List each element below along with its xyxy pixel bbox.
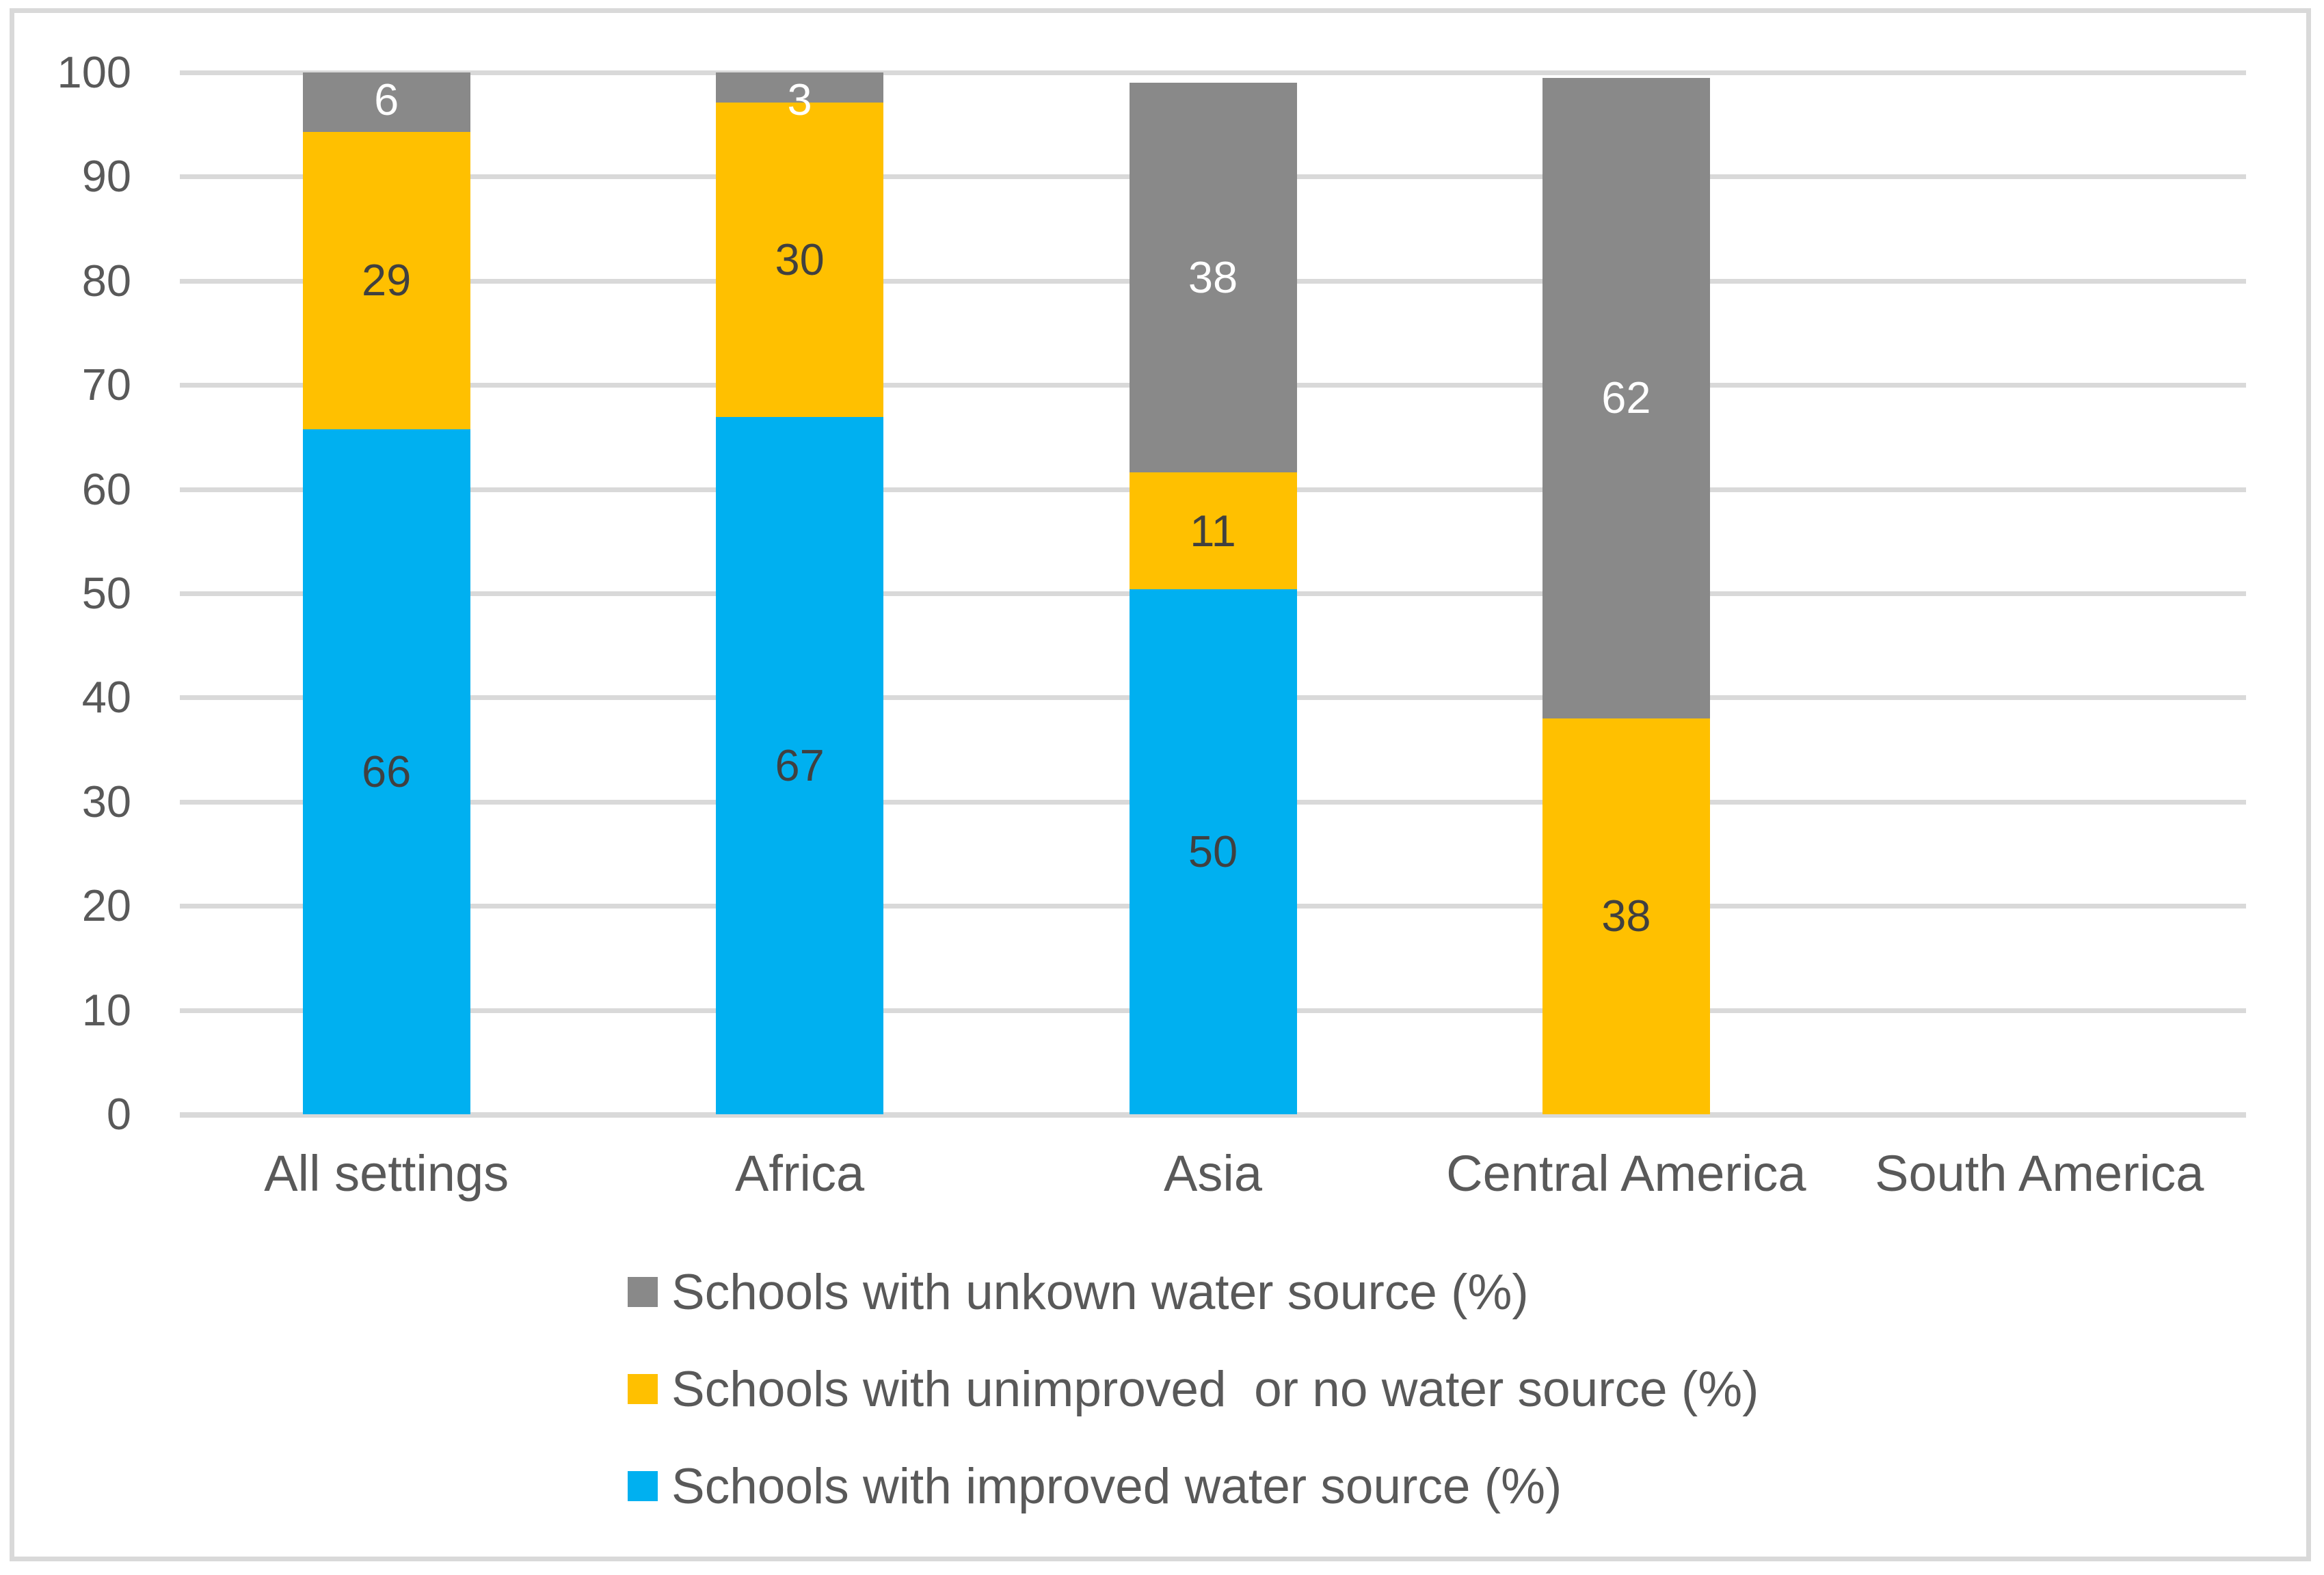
y-axis-tick-label: 80 bbox=[81, 255, 131, 306]
bar-stack-africa: 3 30 67 bbox=[716, 72, 884, 1114]
category-label: South America bbox=[1875, 1145, 2204, 1202]
y-axis-tick-label: 40 bbox=[81, 672, 131, 723]
bar-segment: 38 bbox=[1129, 83, 1297, 473]
data-label: 50 bbox=[1188, 826, 1238, 876]
bar-stack-central-america: 62 38 bbox=[1542, 77, 1710, 1114]
y-axis-tick-label: 50 bbox=[81, 568, 131, 618]
bar-segment: 38 bbox=[1542, 718, 1710, 1114]
legend-item: Schools with improved water source (%) bbox=[628, 1452, 1562, 1520]
legend-swatch-icon bbox=[628, 1471, 658, 1501]
bar-stack-asia: 38 11 50 bbox=[1129, 83, 1297, 1114]
data-label: 38 bbox=[1188, 252, 1238, 303]
legend-label: Schools with improved water source (%) bbox=[671, 1458, 1562, 1514]
legend-item: Schools with unkown water source (%) bbox=[628, 1258, 1529, 1326]
legend-swatch-icon bbox=[628, 1277, 658, 1307]
y-axis-tick-label: 70 bbox=[81, 360, 131, 410]
y-axis-tick-label: 90 bbox=[81, 151, 131, 202]
y-axis-tick-label: 10 bbox=[81, 984, 131, 1035]
category-label: Africa bbox=[735, 1145, 865, 1202]
bar-segment: 50 bbox=[1129, 589, 1297, 1114]
category-label: Central America bbox=[1446, 1145, 1806, 1202]
data-label: 11 bbox=[1190, 505, 1236, 556]
bar-segment: 6 bbox=[302, 72, 470, 132]
bar-segment: 30 bbox=[716, 103, 884, 417]
bar-segment: 29 bbox=[302, 131, 470, 430]
bar-segment: 62 bbox=[1542, 77, 1710, 718]
bar-segment: 67 bbox=[716, 416, 884, 1114]
bar-segment: 11 bbox=[1129, 472, 1297, 589]
data-label: 67 bbox=[775, 740, 825, 790]
y-axis-tick-label: 20 bbox=[81, 880, 131, 931]
data-label: 6 bbox=[374, 75, 399, 124]
legend-swatch-icon bbox=[628, 1374, 658, 1404]
y-axis-tick-label: 30 bbox=[81, 776, 131, 826]
category-label: Asia bbox=[1164, 1145, 1262, 1202]
data-label: 38 bbox=[1601, 891, 1651, 941]
data-label: 3 bbox=[787, 75, 812, 124]
bar-stack-all-settings: 6 29 66 bbox=[302, 72, 470, 1114]
y-axis-tick-label: 100 bbox=[57, 47, 131, 97]
legend-label: Schools with unkown water source (%) bbox=[671, 1264, 1529, 1320]
data-label: 29 bbox=[362, 255, 412, 306]
y-axis-tick-label: 60 bbox=[81, 463, 131, 514]
y-axis-tick-label: 0 bbox=[106, 1089, 131, 1139]
data-label: 66 bbox=[362, 746, 412, 797]
bar-segment: 66 bbox=[302, 429, 470, 1114]
legend-label: Schools with unimproved or no water sour… bbox=[671, 1361, 1759, 1417]
data-label: 62 bbox=[1601, 373, 1651, 423]
category-label: All settings bbox=[264, 1145, 509, 1202]
data-label: 30 bbox=[775, 234, 825, 285]
gridline bbox=[180, 70, 2246, 75]
bar-segment: 3 bbox=[716, 72, 884, 124]
legend-item: Schools with unimproved or no water sour… bbox=[628, 1355, 1759, 1423]
gridline bbox=[180, 1112, 2246, 1118]
chart-border-frame bbox=[10, 8, 2311, 1561]
